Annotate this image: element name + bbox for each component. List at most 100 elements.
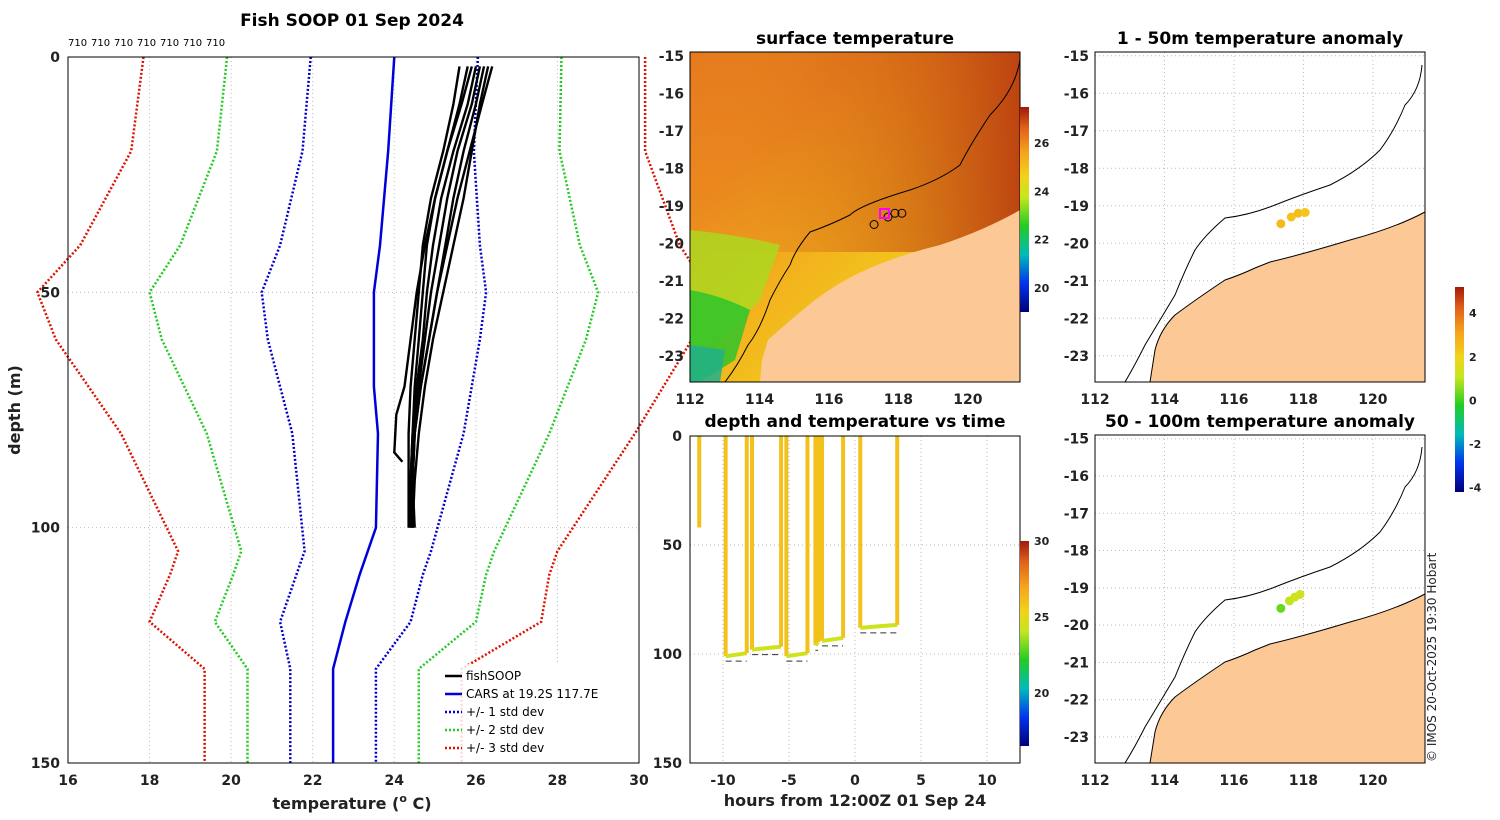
profile-axes-box [67, 56, 640, 764]
top-label: 710 [68, 38, 87, 49]
std-2-minus-line [148, 56, 249, 763]
profile-tick-labels: 16 18 20 22 24 26 28 30 0 50 100 150 [31, 50, 649, 789]
profile-title: Fish SOOP 01 Sep 2024 [240, 11, 464, 31]
y-tick-label: -18 [659, 161, 684, 177]
credit-text: © IMOS 20-Oct-2025 19:30 Hobart [1425, 552, 1439, 762]
x-tick-label: 18 [140, 773, 159, 789]
x-tick-label: 118 [884, 392, 913, 408]
x-tick-label: 120 [1358, 392, 1387, 408]
anom2-axes-box [1094, 434, 1426, 764]
y-tick-label: -15 [659, 49, 684, 65]
legend-box [440, 664, 638, 762]
fishsoop-profile-5 [407, 66, 461, 528]
anom2-points [1276, 590, 1305, 613]
x-tick-label: 28 [548, 773, 567, 789]
y-tick-label: -19 [659, 199, 684, 215]
anomaly-point [1276, 603, 1286, 613]
y-tick-label: -21 [1064, 655, 1089, 671]
top-label: 710 [183, 38, 202, 49]
profile-cars-line [331, 56, 396, 763]
y-tick-label: -21 [659, 274, 684, 290]
x-tick-label: 114 [1150, 773, 1179, 789]
anom1-map-area [1124, 64, 1425, 382]
std-3-plus-line [460, 57, 712, 763]
x-tick-label: 24 [385, 773, 405, 789]
sst-map-area [690, 52, 1020, 382]
sst-bathymetry-contour [724, 59, 1020, 382]
dt-axes-box [689, 435, 1021, 764]
colorbar-tick-label: 25 [1034, 611, 1049, 624]
anomaly-point [1286, 212, 1296, 222]
y-tick-label: -20 [659, 236, 685, 252]
y-tick-label: -19 [1064, 581, 1089, 597]
x-tick-label: 112 [1080, 773, 1109, 789]
colorbar-tick-label: 2 [1469, 351, 1477, 364]
y-tick-label: -15 [1064, 49, 1089, 65]
top-label: 710 [160, 38, 179, 49]
sst-warm-region [690, 52, 1020, 252]
legend-label-std3: +/- 3 std dev [466, 741, 544, 755]
profile-fishsoop-lines [393, 66, 494, 528]
y-tick-label: -22 [1064, 311, 1089, 327]
y-tick-label: -19 [1064, 199, 1089, 215]
anom2-title: 50 - 100m temperature anomaly [1105, 412, 1415, 432]
x-tick-label: -10 [710, 773, 736, 789]
y-tick-label: -18 [1064, 161, 1089, 177]
y-tick-label: -15 [1064, 432, 1089, 448]
legend-label-std2: +/- 2 std dev [466, 723, 544, 737]
cast-5-bottom [813, 640, 820, 647]
x-tick-label: 114 [1150, 392, 1179, 408]
anomaly-point [1300, 208, 1310, 217]
x-tick-label: 112 [675, 392, 704, 408]
y-tick-label: -16 [1064, 469, 1089, 485]
depth-time-panel: depth and temperature vs time -10 -5 0 5 100… [653, 412, 1050, 810]
colorbar-tick-label: 22 [1034, 234, 1049, 247]
dt-colorbar-ticks: 30 25 20 [1034, 535, 1050, 700]
y-tick-label: 100 [653, 647, 682, 663]
colorbar-tick-label: 24 [1034, 185, 1050, 198]
x-tick-label: 114 [745, 392, 774, 408]
dt-grid [690, 435, 1020, 764]
anomaly-50-100m-panel: 50 - 100m temperature anomaly 112 114 116 1… [1064, 287, 1482, 789]
anom1-tick-labels: 112 114 116 118 120 -15 -16 -17 -18 -19 -20 -21 -22 -… [1064, 49, 1388, 408]
x-tick-label: 116 [1219, 392, 1248, 408]
std-2-plus-line [417, 56, 600, 763]
cast-2-bottom [725, 651, 748, 659]
anom2-map-area [1124, 446, 1425, 763]
legend-label-std1: +/- 1 std dev [466, 705, 544, 719]
colorbar-tick-label: 20 [1034, 282, 1050, 295]
y-tick-label: 50 [41, 285, 61, 301]
y-tick-label: -18 [1064, 544, 1089, 560]
drop-marker [869, 220, 879, 229]
x-tick-label: 116 [1219, 773, 1248, 789]
profile-xlabel: temperature (o C) [272, 792, 431, 813]
profile-ylabel: depth (m) [5, 365, 24, 455]
x-tick-label: 118 [1289, 392, 1318, 408]
profile-top-labels: 710 710 710 710 710 710 710 [68, 38, 225, 49]
drop-marker [890, 208, 900, 218]
x-tick-label: 16 [58, 773, 77, 789]
drop-marker [897, 208, 907, 218]
y-tick-label: -17 [659, 124, 684, 140]
x-tick-label: 10 [977, 773, 997, 789]
y-tick-label: -23 [1064, 730, 1089, 746]
fishsoop-profile-6 [409, 66, 478, 528]
std-3-minus-line [35, 56, 206, 763]
x-tick-label: 22 [303, 773, 322, 789]
x-tick-label: 112 [1080, 392, 1109, 408]
colorbar-tick-label: -2 [1469, 438, 1481, 451]
std-1-plus-line [374, 56, 488, 763]
y-tick-label: 100 [31, 521, 60, 537]
fishsoop-profile-7 [393, 66, 473, 463]
y-tick-label: -20 [1064, 236, 1090, 252]
top-label: 710 [91, 38, 110, 49]
x-tick-label: 116 [814, 392, 843, 408]
colorbar-tick-label: 4 [1469, 307, 1477, 320]
sst-land [760, 210, 1020, 382]
y-tick-label: 0 [50, 50, 60, 66]
profile-std-lines [35, 56, 712, 763]
x-tick-label: 0 [850, 773, 860, 789]
y-tick-label: -16 [1064, 86, 1089, 102]
